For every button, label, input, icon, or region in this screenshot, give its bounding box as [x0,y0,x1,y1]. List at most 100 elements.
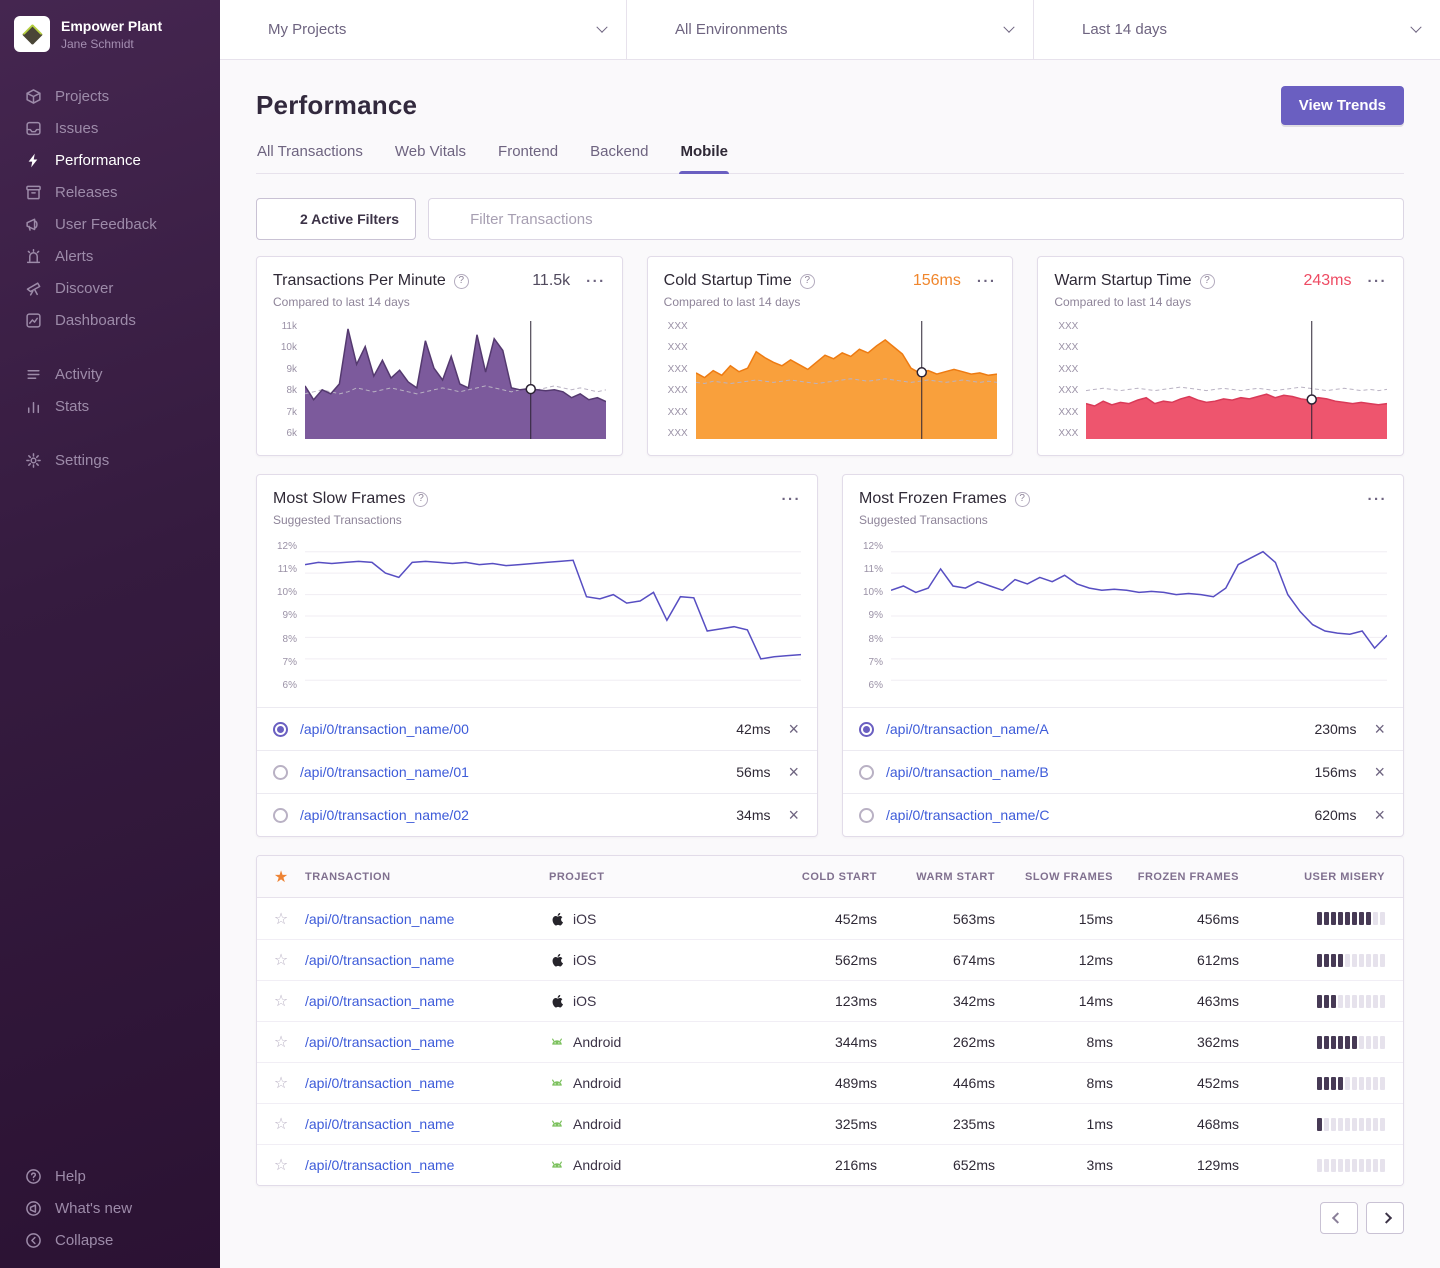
view-trends-button[interactable]: View Trends [1281,86,1404,125]
panel-menu-button[interactable]: ··· [782,491,802,508]
close-icon[interactable]: × [788,720,799,738]
transaction-link[interactable]: /api/0/transaction_name [305,1034,454,1050]
close-icon[interactable]: × [1374,806,1385,824]
date-range-selector[interactable]: Last 14 days [1033,0,1440,59]
column-header-user-misery[interactable]: USER MISERY [1253,871,1403,883]
transaction-link[interactable]: /api/0/transaction_name [305,911,454,927]
star-icon[interactable]: ☆ [274,1114,288,1134]
warm-start-value: 652ms [891,1157,1009,1173]
sidebar-item-dashboards[interactable]: Dashboards [0,304,220,336]
star-icon[interactable]: ☆ [274,1073,288,1093]
transactions-per-minute-chart[interactable] [305,321,606,439]
help-icon[interactable]: ? [413,492,428,507]
sidebar-item-issues[interactable]: Issues [0,112,220,144]
environment-selector[interactable]: All Environments [626,0,1033,59]
transaction-link[interactable]: /api/0/transaction_name/00 [300,721,469,737]
table-body: ☆ /api/0/transaction_name iOS 452ms 563m… [257,898,1403,1185]
card-menu-button[interactable]: ··· [586,273,606,290]
sidebar-item-releases[interactable]: Releases [0,176,220,208]
sidebar-footer: Help What's new Collapse [0,1160,220,1268]
transaction-radio[interactable] [859,765,874,780]
star-icon[interactable]: ☆ [274,1032,288,1052]
sidebar-item-collapse[interactable]: Collapse [0,1224,220,1256]
column-header-project[interactable]: PROJECT [549,871,773,883]
cold-startup-time-chart[interactable] [696,321,997,439]
user-misery-bars [1253,954,1403,967]
card-title: Warm Startup Time [1054,272,1191,290]
star-icon[interactable]: ☆ [274,950,288,970]
sidebar-item-user-feedback[interactable]: User Feedback [0,208,220,240]
star-icon[interactable]: ☆ [274,1155,288,1175]
transaction-link[interactable]: /api/0/transaction_name [305,1116,454,1132]
transaction-link[interactable]: /api/0/transaction_name/A [886,721,1049,737]
frozen-frames-value: 468ms [1127,1116,1253,1132]
sidebar-item-alerts[interactable]: Alerts [0,240,220,272]
transaction-link[interactable]: /api/0/transaction_name [305,952,454,968]
most-frozen-frames-panel: Most Frozen Frames ? ··· Suggested Trans… [842,474,1404,837]
most-frozen-frames-chart[interactable] [891,541,1387,691]
column-header-transaction[interactable]: TRANSACTION [305,871,549,883]
close-icon[interactable]: × [788,763,799,781]
suggested-transaction-row: /api/0/transaction_name/A 230ms × [843,707,1403,750]
column-header-frozen-frames[interactable]: FROZEN FRAMES [1127,871,1253,883]
active-filters-button[interactable]: 2 Active Filters [256,198,416,240]
sidebar-item-settings[interactable]: Settings [0,444,220,476]
favorite-column-header[interactable]: ★ [257,867,305,887]
transaction-link[interactable]: /api/0/transaction_name [305,993,454,1009]
column-header-cold-start[interactable]: COLD START [773,871,891,883]
sidebar-item-stats[interactable]: Stats [0,390,220,422]
most-slow-frames-chart[interactable] [305,541,801,691]
card-menu-button[interactable]: ··· [1368,273,1388,290]
suggested-transaction-row: /api/0/transaction_name/00 42ms × [257,707,817,750]
project-cell: Android [549,1034,773,1050]
sidebar-item-projects[interactable]: Projects [0,80,220,112]
close-icon[interactable]: × [1374,763,1385,781]
transaction-radio[interactable] [859,808,874,823]
tab-all-transactions[interactable]: All Transactions [256,143,364,173]
star-icon[interactable]: ☆ [274,991,288,1011]
help-icon[interactable]: ? [1200,274,1215,289]
star-icon[interactable]: ☆ [274,909,288,929]
transaction-link[interactable]: /api/0/transaction_name/C [886,807,1049,823]
panel-menu-button[interactable]: ··· [1368,491,1388,508]
sidebar-item-performance[interactable]: Performance [0,144,220,176]
transaction-link[interactable]: /api/0/transaction_name/02 [300,807,469,823]
search-input[interactable] [470,211,1389,228]
tab-mobile[interactable]: Mobile [679,143,729,173]
transaction-link[interactable]: /api/0/transaction_name/B [886,764,1049,780]
transaction-radio[interactable] [273,765,288,780]
transaction-radio[interactable] [859,722,874,737]
dashboards-icon [24,311,42,329]
org-switcher[interactable]: Empower Plant Jane Schmidt [0,0,220,66]
slow-frames-value: 8ms [1009,1075,1127,1091]
next-page-button[interactable] [1366,1202,1404,1234]
warm-startup-time-chart[interactable] [1086,321,1387,439]
help-icon[interactable]: ? [1015,492,1030,507]
help-icon[interactable]: ? [454,274,469,289]
project-selector[interactable]: My Projects [220,0,626,59]
transaction-radio[interactable] [273,808,288,823]
cold-start-value: 562ms [773,952,891,968]
column-header-warm-start[interactable]: WARM START [891,871,1009,883]
transaction-link[interactable]: /api/0/transaction_name/01 [300,764,469,780]
suggested-transactions-list: /api/0/transaction_name/A 230ms × /api/0… [843,707,1403,836]
close-icon[interactable]: × [1374,720,1385,738]
card-menu-button[interactable]: ··· [977,273,997,290]
sidebar-item-help[interactable]: Help [0,1160,220,1192]
cold-start-value: 325ms [773,1116,891,1132]
tab-web-vitals[interactable]: Web Vitals [394,143,467,173]
tab-backend[interactable]: Backend [589,143,649,173]
sidebar-item-discover[interactable]: Discover [0,272,220,304]
sidebar-item-activity[interactable]: Activity [0,358,220,390]
transaction-radio[interactable] [273,722,288,737]
transaction-link[interactable]: /api/0/transaction_name [305,1075,454,1091]
transaction-link[interactable]: /api/0/transaction_name [305,1157,454,1173]
tab-frontend[interactable]: Frontend [497,143,559,173]
previous-page-button[interactable] [1320,1202,1358,1234]
sidebar-item-what-s-new[interactable]: What's new [0,1192,220,1224]
column-header-slow-frames[interactable]: SLOW FRAMES [1009,871,1127,883]
help-icon[interactable]: ? [800,274,815,289]
active-filters-label: 2 Active Filters [300,211,399,227]
close-icon[interactable]: × [788,806,799,824]
table-row: ☆ /api/0/transaction_name Android 325ms … [257,1103,1403,1144]
